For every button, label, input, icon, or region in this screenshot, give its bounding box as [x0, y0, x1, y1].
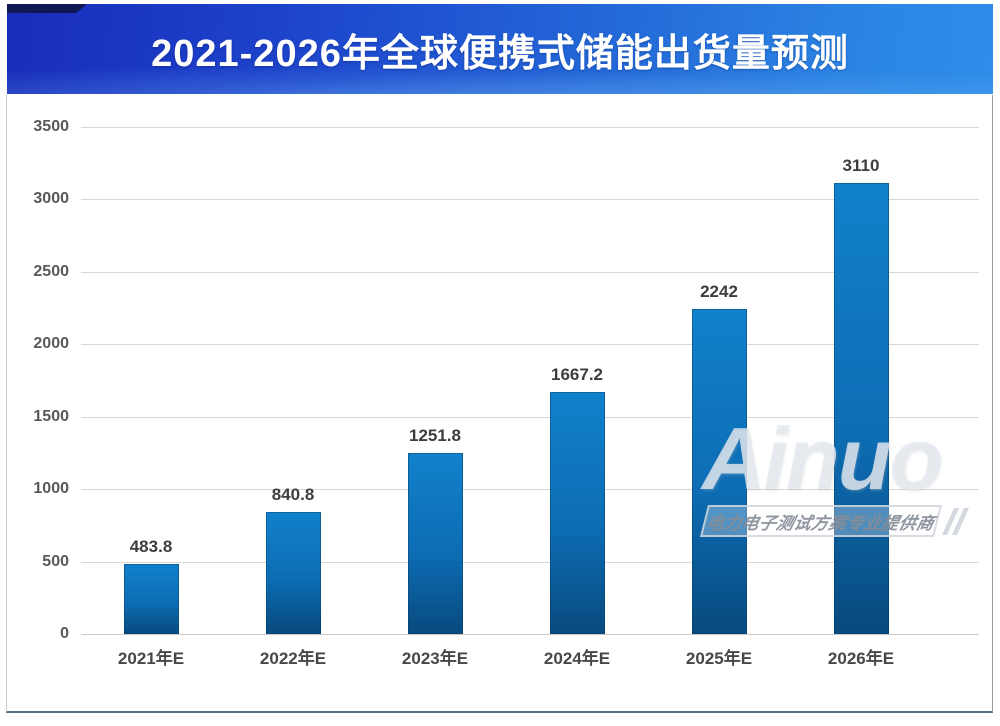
y-axis-tick-label: 2500: [33, 262, 69, 280]
title-banner: 2021-2026年全球便携式储能出货量预测: [7, 4, 993, 94]
gridline-y-3500: [81, 127, 979, 128]
bar-value-label: 1667.2: [551, 365, 603, 385]
bar-value-label: 840.8: [271, 485, 315, 505]
y-axis-tick-label: 1000: [33, 480, 69, 498]
y-axis-tick-label: 1500: [33, 407, 69, 425]
chart-card: 0 500 1000 1500 2000 2500 3000 3500 483.8 2021年E 8…: [6, 95, 993, 713]
bar-2021年E: [123, 563, 179, 634]
gridline-y-3000: [81, 199, 979, 201]
x-axis-tick-label: 2023年E: [401, 649, 469, 668]
gridline-y-1000: [81, 489, 979, 491]
bar-chart-plot-area: 0 500 1000 1500 2000 2500 3000 3500 483.8 2021年E 8…: [7, 95, 992, 711]
banner-corner-accent: [7, 4, 87, 13]
bar-2022年E: [265, 512, 321, 634]
x-axis-tick-label: 2026年E: [827, 649, 895, 668]
y-axis-tick-label: 0: [60, 625, 69, 642]
gridline-y-2500: [81, 271, 979, 273]
bar-2025年E: [691, 309, 747, 634]
gridline-y-2000: [81, 344, 979, 346]
bar-2023年E: [407, 452, 463, 634]
bar-2024年E: [549, 392, 605, 634]
bar-value-label: 1251.8: [409, 425, 461, 445]
bar-value-label: 3110: [842, 156, 880, 176]
y-axis-tick-label: 3000: [33, 190, 69, 208]
gridline-y-1500: [81, 416, 979, 418]
bar-value-label: 483.8: [129, 536, 173, 556]
bar-2026年E: [833, 183, 889, 634]
x-axis-tick-label: 2022年E: [259, 649, 327, 668]
y-axis-tick-label: 3500: [33, 118, 69, 135]
bar-value-label: 2242: [700, 282, 738, 302]
x-axis-tick-label: 2024年E: [543, 649, 611, 668]
x-axis-tick-label: 2021年E: [117, 649, 185, 668]
y-axis-tick-label: 500: [42, 552, 69, 570]
y-axis-tick-label: 2000: [33, 335, 69, 353]
x-axis-tick-label: 2025年E: [685, 649, 753, 668]
gridline-y-0: [81, 634, 979, 635]
chart-title: 2021-2026年全球便携式储能出货量预测: [151, 32, 849, 75]
gridline-y-500: [81, 561, 979, 563]
